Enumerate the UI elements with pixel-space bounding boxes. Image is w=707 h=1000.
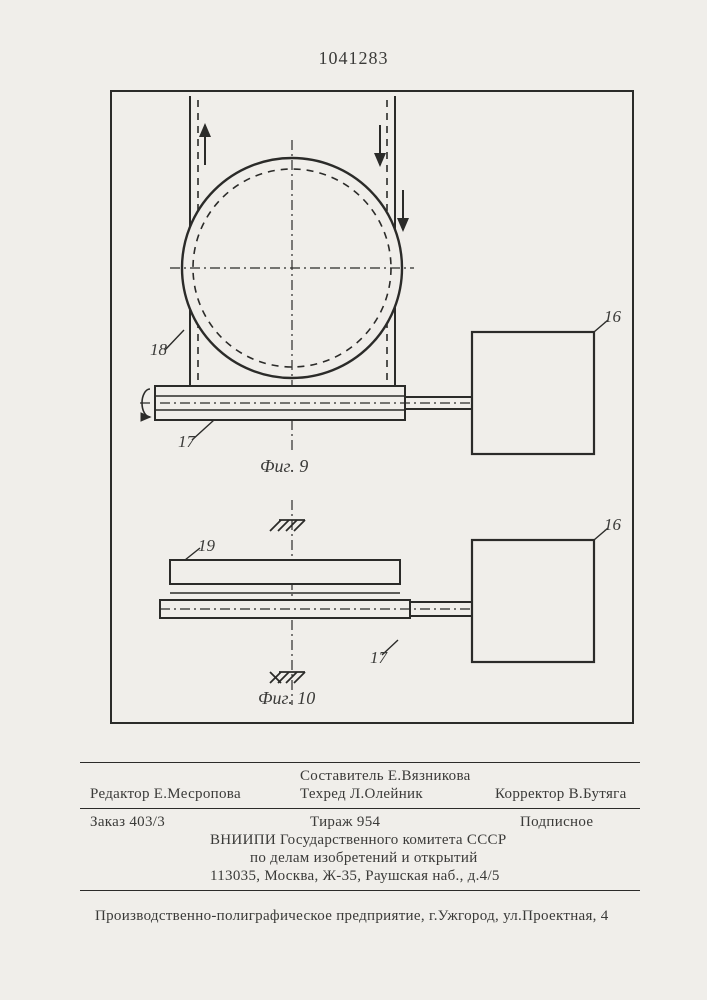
corrector: Корректор В.Бутяга <box>495 786 627 803</box>
editor: Редактор Е.Месропова <box>90 786 241 803</box>
podpis: Подписное <box>520 814 593 831</box>
rule-mid <box>80 808 640 809</box>
rule-top <box>80 762 640 763</box>
callout-17: 17 <box>178 432 195 452</box>
callout-17-fig10: 17 <box>370 648 387 668</box>
addr2: по делам изобретений и открытий <box>250 850 478 867</box>
addr1: ВНИИПИ Государственного комитета СССР <box>210 832 506 849</box>
footer: Производственно-полиграфическое предприя… <box>95 908 609 925</box>
callout-19: 19 <box>198 536 215 556</box>
callout-16-fig10: 16 <box>604 515 621 535</box>
tirazh: Тираж 954 <box>310 814 380 831</box>
compiler: Составитель Е.Вязникова <box>300 768 471 785</box>
fig9-label: Фиг. 9 <box>260 456 308 477</box>
techred: Техред Л.Олейник <box>300 786 423 803</box>
callout-18: 18 <box>150 340 167 360</box>
fig10-label: Фиг. 10 <box>258 688 315 709</box>
rule-bot <box>80 890 640 891</box>
page: 1041283 <box>0 0 707 1000</box>
addr3: 113035, Москва, Ж-35, Раушская наб., д.4… <box>210 868 500 885</box>
callout-16-fig9: 16 <box>604 307 621 327</box>
zakaz: Заказ 403/3 <box>90 814 165 831</box>
